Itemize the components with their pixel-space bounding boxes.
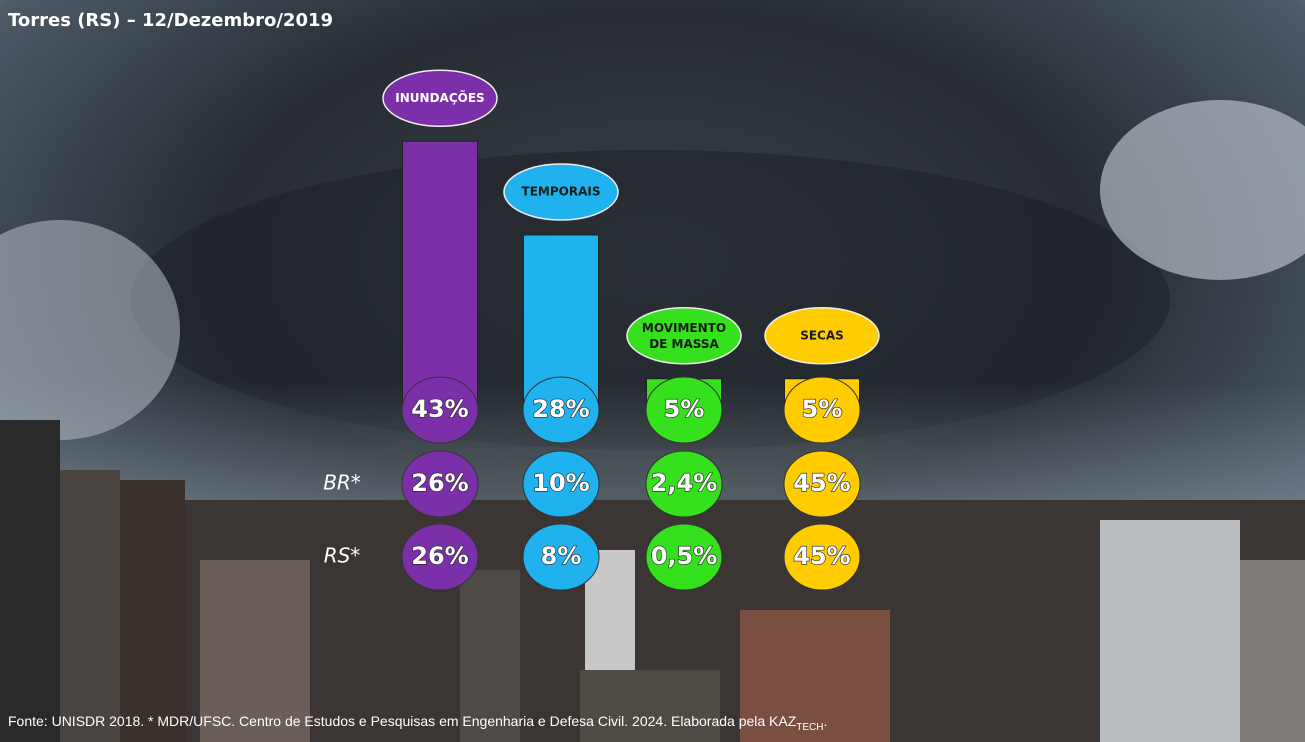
city [0, 420, 1305, 742]
value-circle [522, 376, 600, 444]
row-label: RS* [324, 544, 361, 568]
value-circle [783, 376, 861, 444]
category-label: MOVIMENTO DE MASSA [642, 320, 726, 350]
value-label: 5% [802, 395, 843, 423]
value-circle [401, 450, 479, 518]
value-label: 8% [541, 542, 582, 570]
category-line: DE MASSA [649, 336, 719, 350]
value-label: 28% [532, 395, 589, 423]
light-cloud [1100, 100, 1305, 280]
category-pill [382, 69, 498, 127]
value-circle [401, 523, 479, 591]
source-end: . [824, 713, 828, 729]
value-circle [522, 450, 600, 518]
value-label: 43% [411, 395, 468, 423]
category-pill [503, 163, 619, 221]
value-label: 45% [793, 469, 850, 497]
value-circle [522, 523, 600, 591]
value-label: 0,5% [651, 542, 718, 570]
value-label: 5% [664, 395, 705, 423]
value-label: 26% [411, 542, 468, 570]
category-pill [626, 307, 742, 365]
source-sub: TECH [796, 722, 823, 733]
category-label: SECAS [800, 328, 844, 342]
storm-cloud [130, 150, 1170, 450]
value-label: 2,4% [651, 469, 718, 497]
value-circle [783, 523, 861, 591]
category-pill [764, 307, 880, 365]
value-label: 10% [532, 469, 589, 497]
value-circle [645, 376, 723, 444]
source-text: Fonte: UNISDR 2018. * MDR/UFSC. Centro d… [8, 713, 797, 729]
category-label: INUNDAÇÕES [395, 90, 484, 105]
value-label: 45% [793, 542, 850, 570]
source-note: Fonte: UNISDR 2018. * MDR/UFSC. Centro d… [8, 713, 827, 733]
value-label: 26% [411, 469, 468, 497]
bar [402, 140, 478, 411]
category-label: TEMPORAIS [522, 185, 601, 199]
chart-title: Torres (RS) – 12/Dezembro/2019 [8, 10, 333, 31]
value-circle [783, 450, 861, 518]
value-circle [645, 450, 723, 518]
row-label: BR* [323, 471, 361, 495]
value-circle [401, 376, 479, 444]
value-circle [645, 523, 723, 591]
category-line: MOVIMENTO [642, 320, 726, 334]
